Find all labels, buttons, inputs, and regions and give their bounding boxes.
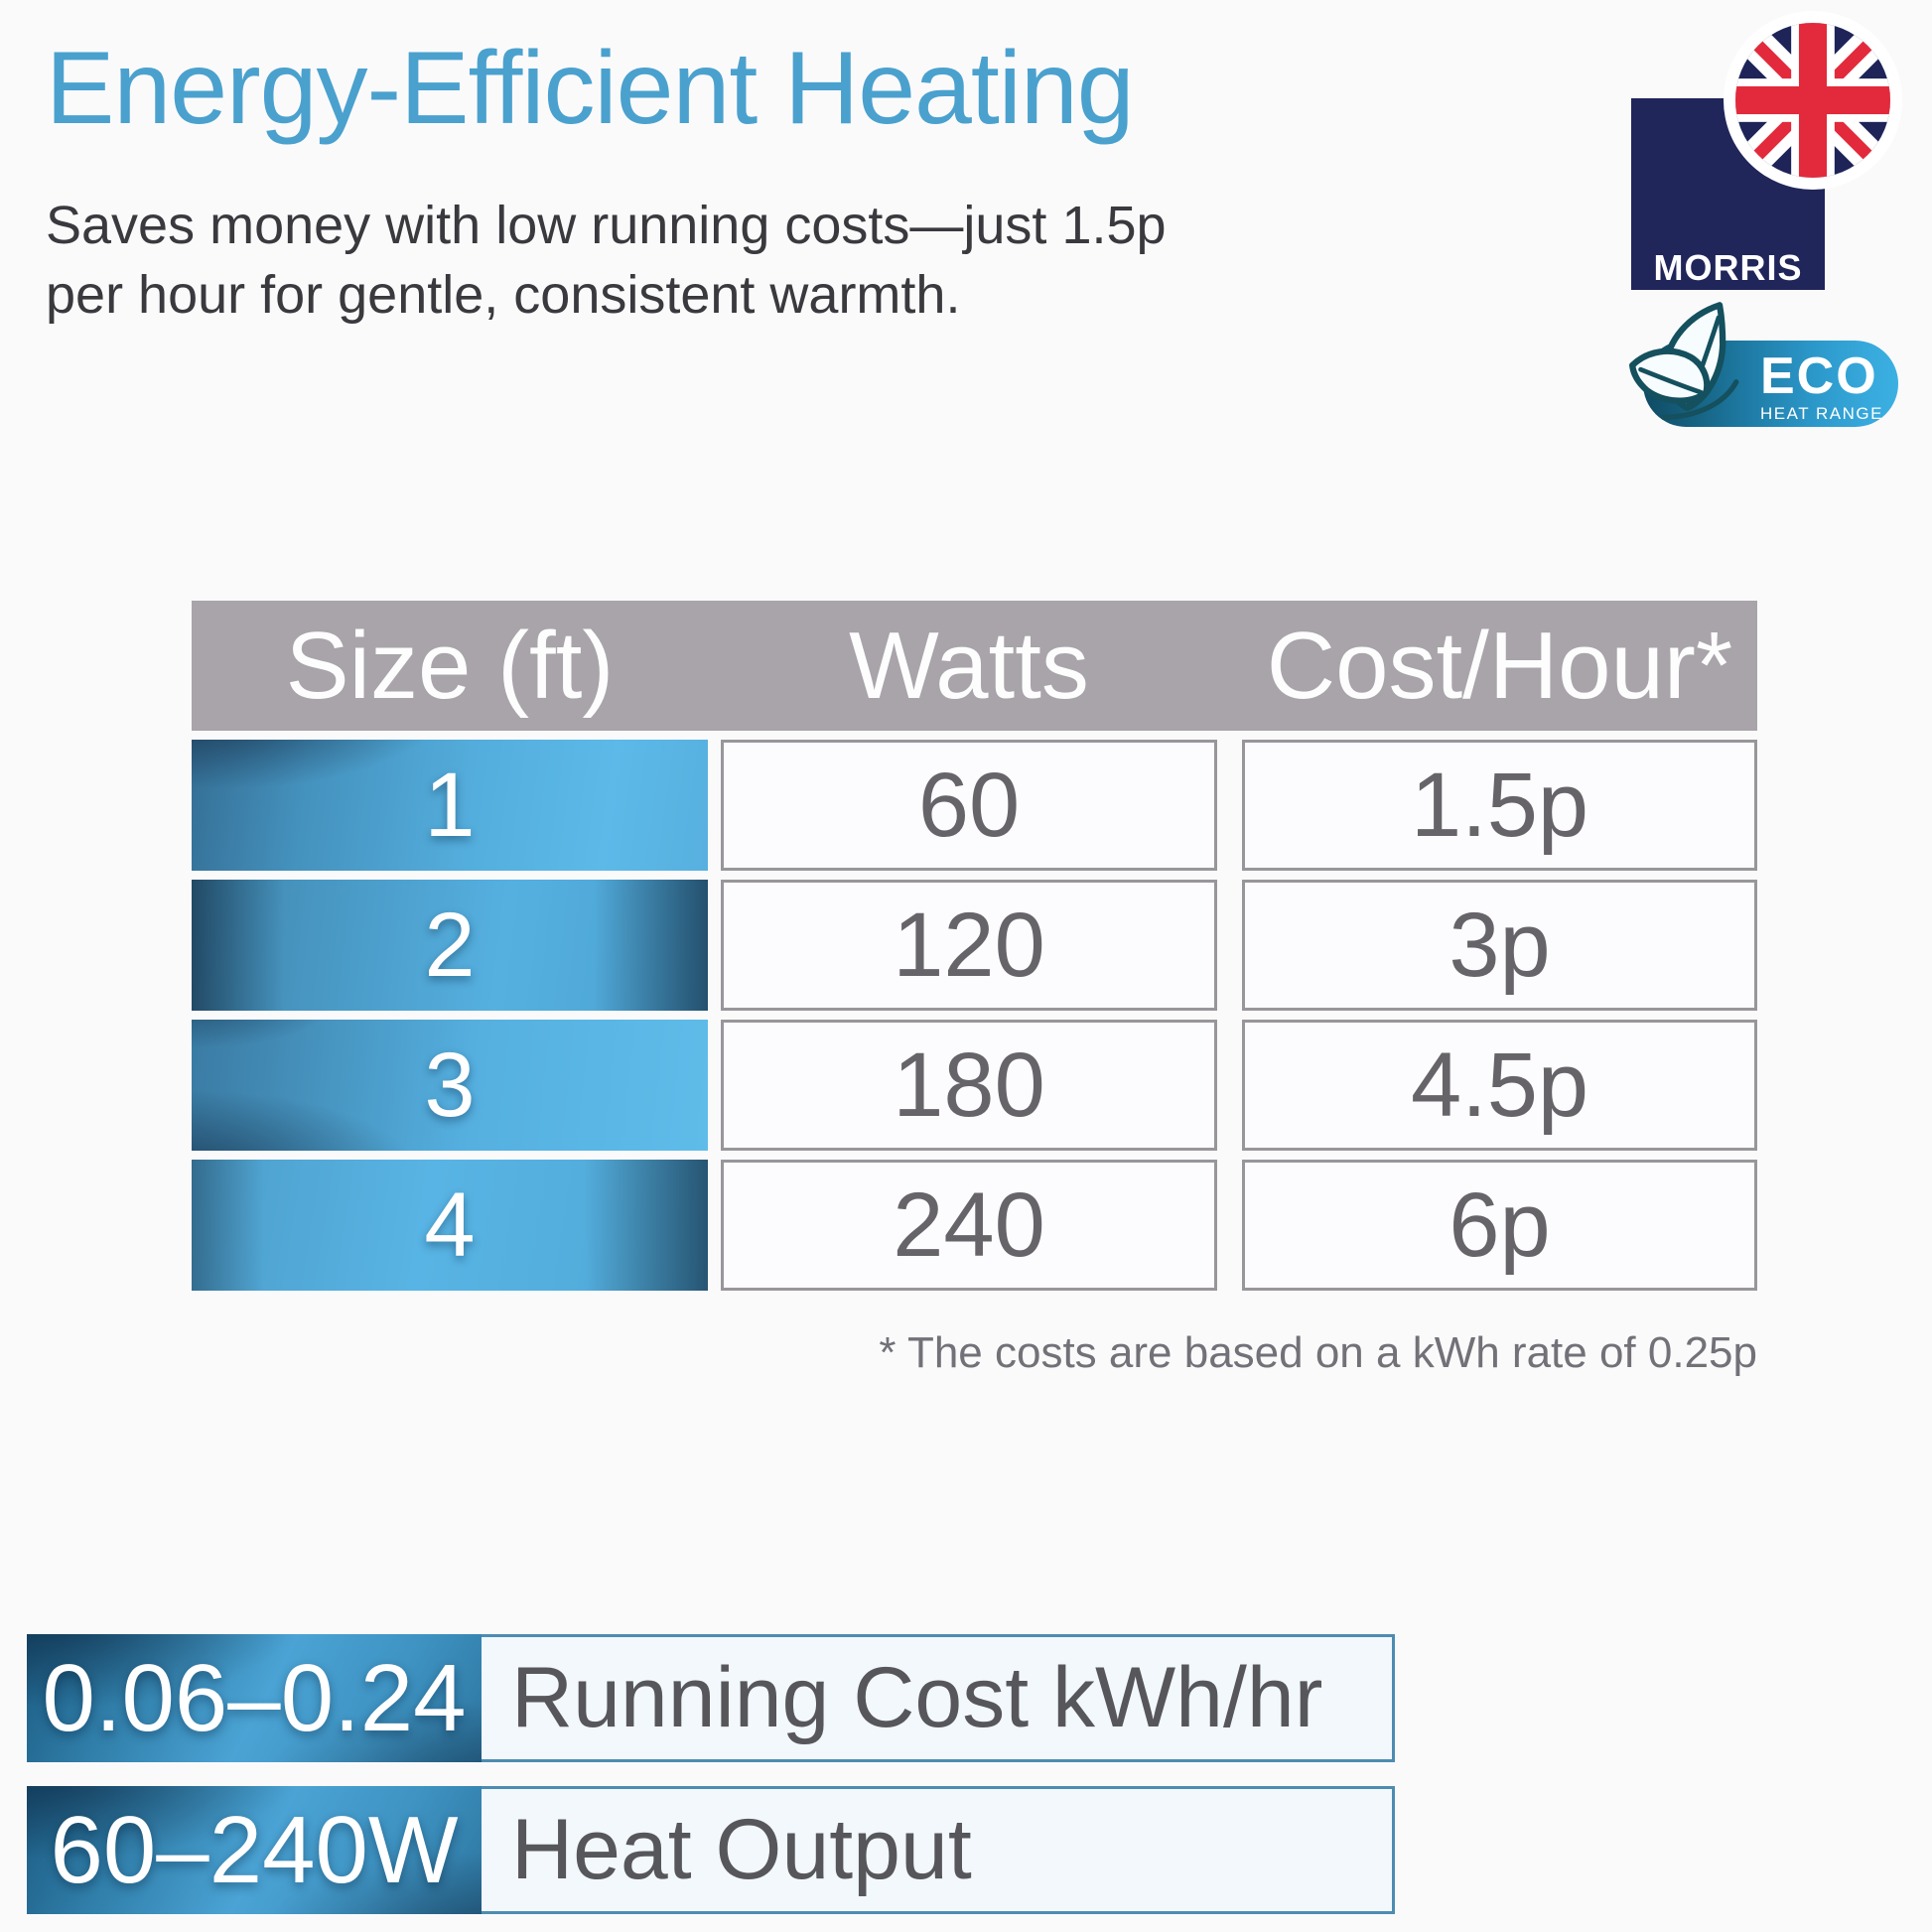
union-jack-icon — [1735, 23, 1890, 178]
spec-row-running-cost: 0.06–0.24 Running Cost kWh/hr — [27, 1634, 1395, 1762]
page-title: Energy-Efficient Heating — [46, 31, 1135, 146]
table-row: 4 240 6p — [192, 1160, 1757, 1291]
cost-cell: 4.5p — [1242, 1020, 1757, 1151]
table-row: 1 60 1.5p — [192, 740, 1757, 871]
eco-badge-text: ECO HEAT RANGE — [1760, 350, 1883, 422]
subtitle-line2: per hour for gentle, consistent warmth. — [46, 265, 961, 326]
subtitle-line1: Saves money with low running costs—just … — [46, 196, 1167, 255]
eco-label: ECO — [1760, 347, 1878, 405]
cost-cell: 3p — [1242, 880, 1757, 1011]
column-gap — [1217, 1160, 1242, 1291]
column-gap — [708, 1020, 721, 1151]
column-header-watts: Watts — [849, 612, 1089, 719]
column-gap — [1217, 740, 1242, 871]
size-cell: 4 — [192, 1160, 708, 1291]
eco-sublabel: HEAT RANGE — [1760, 404, 1883, 423]
size-watts-cost-table: 1 60 1.5p 2 120 3p 3 180 4.5p 4 240 6p — [192, 740, 1757, 1291]
watts-cell: 120 — [721, 880, 1217, 1011]
cost-cell: 1.5p — [1242, 740, 1757, 871]
spec-row-heat-output: 60–240W Heat Output — [27, 1786, 1395, 1914]
eco-badge: ECO HEAT RANGE — [1629, 302, 1906, 439]
column-header-cost: Cost/Hour* — [1266, 612, 1733, 719]
column-gap — [708, 880, 721, 1011]
size-cell: 2 — [192, 880, 708, 1011]
watts-cell: 60 — [721, 740, 1217, 871]
column-gap — [708, 1160, 721, 1291]
morris-wordmark: MORRIS — [1653, 247, 1803, 288]
column-gap — [1217, 880, 1242, 1011]
spec-value: 60–240W — [27, 1786, 482, 1914]
cost-cell: 6p — [1242, 1160, 1757, 1291]
table-row: 2 120 3p — [192, 880, 1757, 1011]
morris-logo: MORRIS — [1631, 11, 1902, 291]
table-footnote: * The costs are based on a kWh rate of 0… — [879, 1328, 1757, 1377]
size-cell: 3 — [192, 1020, 708, 1151]
size-cell: 1 — [192, 740, 708, 871]
spec-label: Running Cost kWh/hr — [482, 1634, 1395, 1762]
column-gap — [1217, 1020, 1242, 1151]
leaf-icon — [1629, 302, 1739, 420]
table-header-row: Size (ft) Watts Cost/Hour* — [192, 601, 1757, 731]
column-header-size: Size (ft) — [285, 612, 615, 719]
column-gap — [708, 740, 721, 871]
eco-badge-pill: ECO HEAT RANGE — [1643, 341, 1898, 427]
subtitle: Saves money with low running costs—just … — [46, 191, 1167, 330]
table-row: 3 180 4.5p — [192, 1020, 1757, 1151]
watts-cell: 180 — [721, 1020, 1217, 1151]
spec-value: 0.06–0.24 — [27, 1634, 482, 1762]
watts-cell: 240 — [721, 1160, 1217, 1291]
spec-label: Heat Output — [482, 1786, 1395, 1914]
